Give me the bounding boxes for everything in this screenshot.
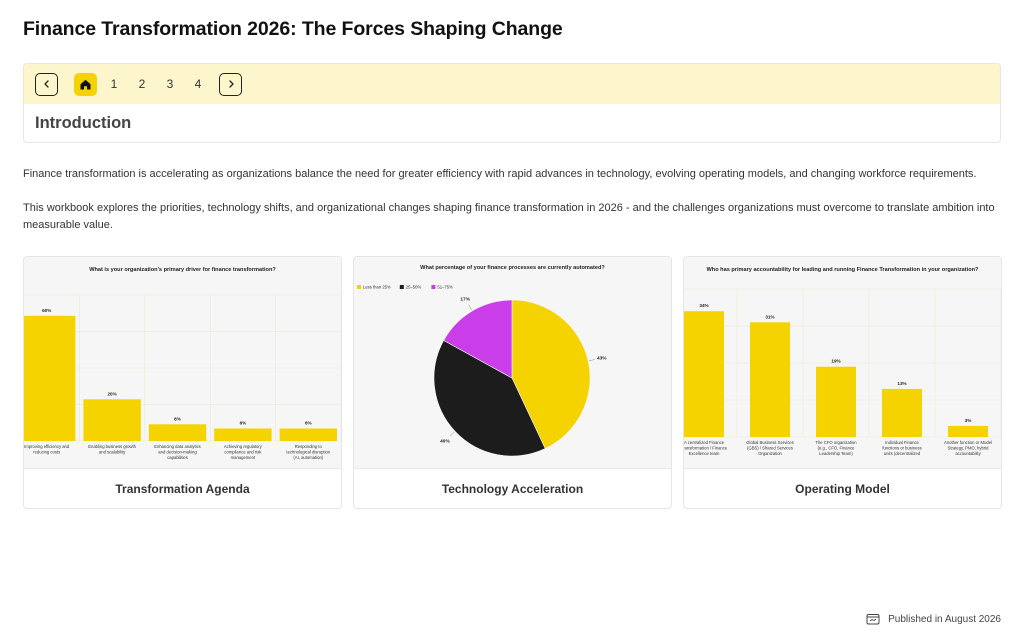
- footer: Published in August 2026: [866, 613, 1001, 625]
- pie-slice: [433, 340, 546, 457]
- category-label: Excellence team: [689, 451, 720, 456]
- bar: [279, 428, 337, 441]
- category-label: and decision-making: [158, 450, 197, 455]
- category-label: Enhancing data analytics: [154, 444, 201, 449]
- bar: [214, 428, 272, 441]
- bar: [816, 366, 856, 437]
- category-label: Achieving regulatory: [224, 444, 263, 449]
- chart-thumbnail: Who has primary accountability for leadi…: [684, 257, 1001, 469]
- category-label: management: [231, 455, 256, 460]
- page-link-1[interactable]: 1: [110, 77, 118, 91]
- category-label: Improving efficiency and: [24, 444, 70, 449]
- category-label: A centralized Finance: [684, 440, 725, 445]
- category-label: (GBS) / Shared Services: [747, 446, 793, 451]
- calendar-icon: [866, 613, 880, 625]
- pagination-bar: 1 2 3 4: [24, 64, 1000, 104]
- prev-page-button[interactable]: [35, 72, 58, 96]
- section-title: Introduction: [35, 114, 132, 132]
- chart-title: Who has primary accountability for leadi…: [707, 267, 980, 273]
- home-icon: [80, 79, 91, 89]
- home-button[interactable]: [74, 72, 97, 96]
- leader-line: [589, 359, 596, 362]
- bar: [24, 315, 76, 441]
- page-title: Finance Transformation 2026: The Forces …: [23, 18, 563, 40]
- accountability-bar-chart: Who has primary accountability for leadi…: [684, 267, 1001, 456]
- slice-value-label: 43%: [597, 355, 607, 361]
- category-label: Individual Finance: [885, 440, 919, 445]
- category-label: functions or business: [882, 446, 921, 451]
- bar-value-label: 34%: [699, 303, 708, 308]
- bar: [83, 399, 141, 441]
- intro-paragraph-1: Finance transformation is accelerating a…: [23, 168, 977, 180]
- bar-value-label: 60%: [42, 308, 51, 313]
- next-page-button[interactable]: [219, 72, 242, 96]
- published-date: Published in August 2026: [888, 613, 1001, 625]
- chevron-right-icon: [228, 80, 234, 88]
- category-label: (AI, automation): [293, 455, 323, 460]
- legend-label: 25–50%: [406, 285, 422, 290]
- bar-value-label: 19%: [831, 359, 840, 364]
- driver-bar-chart: What is your organization's primary driv…: [24, 267, 341, 460]
- chart-thumbnail: What is your organization's primary driv…: [24, 257, 341, 469]
- category-label: Enabling business growth: [88, 444, 136, 449]
- category-label: Global Business Services: [746, 440, 793, 445]
- slice-value-label: 17%: [460, 296, 470, 302]
- category-label: and scalability: [99, 450, 126, 455]
- category-label: Organization: [758, 451, 782, 456]
- card-caption: Transformation Agenda: [115, 482, 250, 496]
- category-label: compliance and risk: [224, 450, 262, 455]
- category-label: units (decentralized: [884, 451, 921, 456]
- bar-value-label: 31%: [765, 314, 774, 319]
- bar: [750, 322, 790, 437]
- page-link-4[interactable]: 4: [194, 77, 202, 91]
- bar: [684, 311, 724, 437]
- page-link-2[interactable]: 2: [138, 77, 146, 91]
- bar-value-label: 6%: [305, 420, 312, 425]
- category-label: (e.g., CFO, Finance: [818, 446, 855, 451]
- slice-value-label: 40%: [440, 438, 450, 444]
- bar: [882, 388, 922, 437]
- legend-label: 51–75%: [437, 285, 453, 290]
- legend-swatch: [399, 285, 404, 289]
- bar-value-label: 6%: [240, 420, 247, 425]
- category-label: Transformation / Finance: [684, 446, 728, 451]
- bar: [148, 424, 207, 441]
- category-label: The CFO organization: [815, 440, 857, 445]
- chart-title: What is your organization's primary driv…: [89, 267, 276, 273]
- card-operating-model[interactable]: Who has primary accountability for leadi…: [683, 256, 1002, 509]
- pie-slice: [443, 299, 513, 379]
- bar-value-label: 13%: [897, 381, 906, 386]
- pie-slice: [511, 299, 591, 449]
- bar-value-label: 20%: [107, 391, 116, 396]
- chart-title: What percentage of your finance processe…: [420, 265, 605, 271]
- category-label: reducing costs: [33, 450, 60, 455]
- navigation-panel: 1 2 3 4 Introduction: [23, 63, 1001, 143]
- leader-line: [449, 431, 455, 437]
- automation-pie-chart: What percentage of your finance processe…: [357, 265, 607, 457]
- card-caption: Operating Model: [795, 482, 890, 496]
- legend-label: Less than 25%: [363, 285, 391, 290]
- card-transformation-agenda[interactable]: What is your organization's primary driv…: [23, 256, 342, 509]
- legend-swatch: [357, 285, 361, 289]
- category-label: Strategy, PMO, hybrid: [948, 446, 990, 451]
- bar-value-label: 8%: [174, 416, 181, 421]
- page-link-3[interactable]: 3: [166, 77, 174, 91]
- category-label: technological disruption: [286, 450, 330, 455]
- category-label: Leadership Team): [819, 451, 853, 456]
- category-label: capabilities: [167, 455, 188, 460]
- bar-value-label: 3%: [965, 418, 972, 423]
- chevron-left-icon: [43, 80, 49, 88]
- category-label: accountability: [955, 451, 981, 456]
- leader-line: [468, 304, 473, 311]
- card-caption: Technology Acceleration: [441, 482, 584, 496]
- intro-paragraph-2: This workbook explores the priorities, t…: [23, 202, 995, 231]
- category-label: Responding to: [295, 444, 323, 449]
- category-label: Another function or Model: [944, 440, 992, 445]
- chart-thumbnail: What percentage of your finance processe…: [354, 257, 671, 469]
- legend-swatch: [431, 285, 436, 289]
- card-technology-acceleration[interactable]: What percentage of your finance processe…: [353, 256, 672, 509]
- bar: [948, 425, 988, 437]
